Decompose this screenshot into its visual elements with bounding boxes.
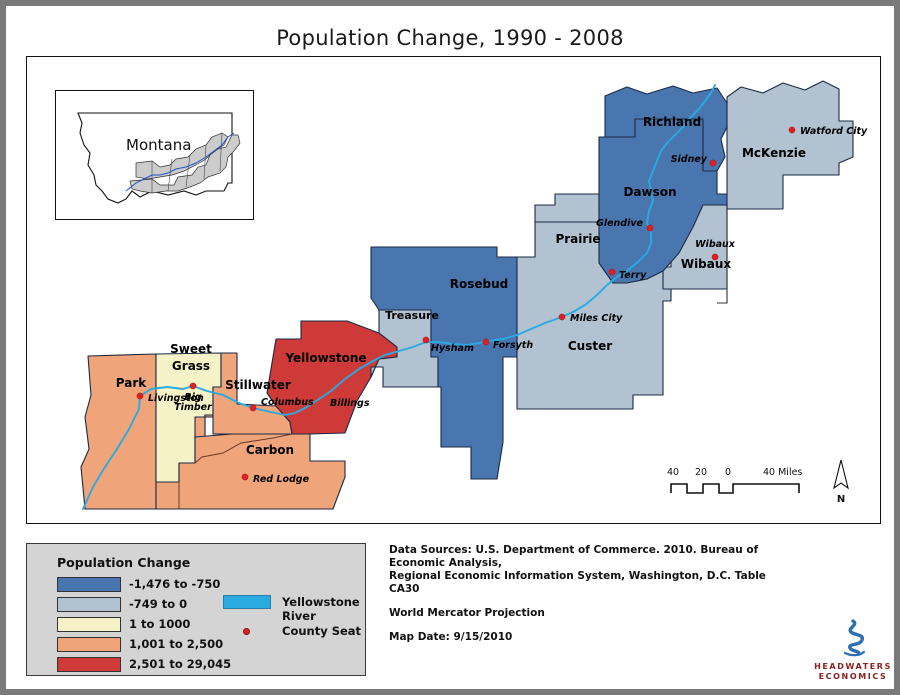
seat-label: Livingston bbox=[148, 393, 204, 404]
seat-label: Red Lodge bbox=[253, 474, 310, 485]
seat-label: Big bbox=[184, 392, 201, 403]
inset-locator-map[interactable]: Montana bbox=[55, 90, 254, 220]
data-sources-line-1: Data Sources: U.S. Department of Commerc… bbox=[389, 544, 759, 569]
scale-tick: 40 bbox=[667, 467, 680, 478]
county-label: Custer bbox=[568, 339, 612, 353]
page-title: Population Change, 1990 - 2008 bbox=[276, 26, 624, 50]
legend-swatch bbox=[57, 657, 121, 672]
county-label: Carbon bbox=[246, 443, 294, 457]
seat-label: Terry bbox=[619, 270, 647, 281]
logo-text-line-2: ECONOMICS bbox=[818, 672, 888, 681]
seat-dot bbox=[558, 313, 566, 321]
nd-state-boundary bbox=[717, 209, 728, 304]
county-label: McKenzie bbox=[742, 146, 806, 160]
seat-dot bbox=[422, 336, 430, 344]
scale-tick: 20 bbox=[695, 467, 708, 478]
legend-swatch bbox=[57, 637, 121, 652]
county-label: Richland bbox=[643, 115, 701, 129]
county-richland[interactable] bbox=[604, 85, 728, 172]
legend-swatch bbox=[57, 617, 121, 632]
seat-dot bbox=[249, 404, 257, 412]
logo-text-line-1: HEADWATERS bbox=[814, 662, 892, 671]
river-legend-label: Yellowstone River bbox=[282, 595, 360, 623]
inset-state-label: Montana bbox=[126, 136, 192, 154]
legend-label: 2,501 to 29,045 bbox=[129, 657, 232, 671]
county-seat-labels: Livingston Big Timber Columbus Billings … bbox=[148, 126, 868, 485]
seat-label: Timber bbox=[174, 402, 213, 413]
seat-dot bbox=[136, 392, 144, 400]
scale-bar-graphic bbox=[670, 483, 800, 494]
legend-panel: Population Change -1,476 to -750 -749 to… bbox=[26, 543, 366, 676]
seat-label: Wibaux bbox=[695, 239, 736, 250]
county-seat-dots bbox=[136, 126, 796, 481]
projection-note: World Mercator Projection bbox=[389, 607, 545, 619]
seat-dot bbox=[241, 473, 249, 481]
river-swatch bbox=[223, 595, 271, 609]
carbon-inner-boundary bbox=[178, 433, 293, 509]
county-label: Dawson bbox=[623, 185, 676, 199]
legend-title: Population Change bbox=[57, 555, 191, 570]
seat-label: Sidney bbox=[671, 154, 708, 165]
seat-label: Billings bbox=[330, 398, 370, 409]
seat-label: Columbus bbox=[261, 397, 314, 408]
seat-label: Miles City bbox=[570, 313, 623, 324]
legend-label: 1 to 1000 bbox=[129, 617, 191, 631]
legend-label: -749 to 0 bbox=[129, 597, 188, 611]
seat-dot bbox=[189, 382, 197, 390]
seat-label: Glendive bbox=[596, 218, 644, 229]
county-label: Wibaux bbox=[681, 257, 732, 271]
montana-outline-svg bbox=[77, 112, 241, 204]
seat-dot bbox=[709, 159, 717, 167]
county-labels: Park Sweet Grass Stillwater Carbon Yello… bbox=[116, 115, 806, 457]
county-label: Park bbox=[116, 376, 147, 390]
data-sources-line-2: Regional Economic Information System, Wa… bbox=[389, 570, 766, 595]
inset-county-lines bbox=[151, 132, 223, 193]
inset-river bbox=[125, 132, 235, 192]
legend-label: -1,476 to -750 bbox=[129, 577, 221, 591]
legend-swatch bbox=[57, 577, 121, 592]
county-label: Yellowstone bbox=[284, 351, 366, 365]
county-label: Rosebud bbox=[450, 277, 509, 291]
county-mckenzie[interactable] bbox=[726, 80, 854, 210]
county-label: Treasure bbox=[385, 309, 439, 322]
legend-swatch bbox=[57, 597, 121, 612]
headwaters-economics-logo[interactable]: HEADWATERS ECONOMICS bbox=[812, 618, 894, 681]
scale-tick: 40 Miles bbox=[763, 467, 803, 478]
county-stillwater[interactable] bbox=[194, 352, 293, 438]
source-notes: Data Sources: U.S. Department of Commerc… bbox=[389, 544, 789, 644]
seat-dot bbox=[608, 268, 616, 276]
legend-label: 1,001 to 2,500 bbox=[129, 637, 224, 651]
seat-label: Forsyth bbox=[493, 340, 533, 351]
county-label: Sweet bbox=[170, 342, 212, 356]
north-arrow-icon: N bbox=[833, 459, 849, 505]
county-seat-legend-label: County Seat bbox=[282, 624, 362, 638]
scale-tick: 0 bbox=[725, 467, 732, 478]
map-date: Map Date: 9/15/2010 bbox=[389, 631, 513, 643]
seat-dot bbox=[711, 253, 719, 261]
choropleth-map[interactable]: .cpoly{stroke:#1b2a44;stroke-width:1.1;s… bbox=[27, 57, 881, 524]
north-arrow: N bbox=[827, 457, 855, 505]
seat-dot bbox=[646, 224, 654, 232]
seat-dot bbox=[482, 338, 490, 346]
county-rosebud[interactable] bbox=[370, 246, 518, 480]
seat-label: Watford City bbox=[800, 126, 868, 137]
squiggle-mark-icon bbox=[843, 619, 866, 657]
north-arrow-label: N bbox=[837, 494, 845, 505]
county-label: Prairie bbox=[555, 232, 600, 246]
county-label: Grass bbox=[172, 359, 210, 373]
map-frame[interactable]: .cpoly{stroke:#1b2a44;stroke-width:1.1;s… bbox=[26, 56, 881, 524]
seat-label: Hysham bbox=[431, 343, 474, 354]
seat-dot bbox=[788, 126, 796, 134]
county-seat-swatch-icon bbox=[243, 628, 250, 635]
county-label: Stillwater bbox=[225, 378, 291, 392]
scale-bar: 40 20 0 40 Miles bbox=[667, 457, 807, 503]
